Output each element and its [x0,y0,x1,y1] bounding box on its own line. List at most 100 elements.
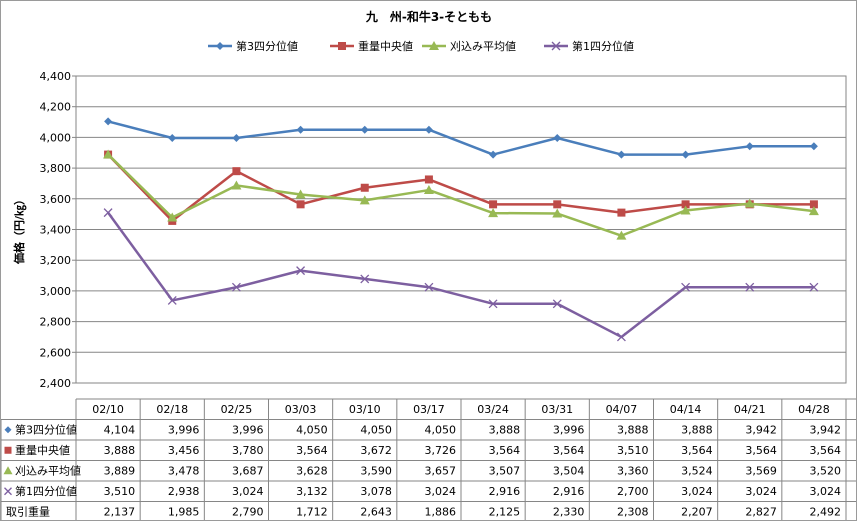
legend-label: 第3四分位値 [236,39,298,53]
legend-item-2: 重量中央値 [330,39,413,53]
marker-triangle [167,212,178,222]
table-cell: 3,672 [360,444,392,457]
table-cell: 3,888 [681,424,713,437]
marker-x [231,282,241,292]
marker-square [553,200,562,209]
marker-diamond [216,42,224,50]
x-category-label: 02/10 [92,403,124,416]
table-cell: 3,507 [489,465,521,478]
table-cell: 1,985 [168,506,200,519]
table-row-label: 重量中央値 [15,443,70,457]
marker-triangle [359,195,370,205]
marker-square [681,200,690,209]
y-tick-label: 3,000 [40,285,72,298]
marker-x-stroke [681,282,691,292]
x-category-label: 04/14 [670,403,702,416]
marker-x [167,295,177,305]
series-line [107,153,814,223]
y-tick-label: 2,800 [40,316,72,329]
series-line [107,153,815,237]
marker-x [551,41,561,51]
table-cell: 2,125 [489,506,521,519]
table-cell: 3,996 [553,424,585,437]
table-cell: 3,024 [425,485,457,498]
y-tick-label: 3,800 [40,162,72,175]
marker-diamond [617,150,626,159]
table-cell: 3,942 [810,424,842,437]
y-tick-label: 2,600 [40,346,72,359]
marker-square [4,446,12,454]
table-cell: 4,050 [296,424,328,437]
table-cell: 3,520 [810,465,842,478]
legend-label: 刈込み平均値 [450,40,516,53]
legend-item-4: 第1四分位値 [544,39,634,53]
table-cell: 2,700 [617,485,649,498]
table-cell: 4,050 [360,424,392,437]
series-line [107,211,814,339]
table-cell: 2,492 [810,506,842,519]
table-cell: 3,590 [360,465,392,478]
x-category-label: 04/21 [734,403,766,416]
marker-triangle [744,198,755,208]
table-cell: 2,643 [360,506,392,519]
marker-square [232,167,241,176]
marker-diamond [745,142,754,151]
marker-triangle [3,466,13,475]
table-cell: 3,657 [425,465,457,478]
table-row-label: 第3四分位値 [15,423,77,437]
marker-diamond [681,150,690,159]
table-cell: 3,132 [296,485,328,498]
x-category-label: 03/24 [477,403,509,416]
legend-item-3: 刈込み平均値 [422,40,516,53]
marker-x-stroke [745,282,755,292]
marker-triangle [231,180,242,190]
marker-x-stroke [360,274,370,284]
table-cell: 2,916 [489,485,521,498]
marker-triangle [488,208,499,218]
chart-title: 九 州-和牛3-そともも [365,9,492,24]
marker-triangle [295,189,306,199]
marker-diamond [4,426,12,434]
table-cell: 3,996 [232,424,264,437]
table-cell: 3,942 [745,424,777,437]
legend-label: 第1四分位値 [572,39,634,53]
table-cell: 3,510 [617,444,649,457]
marker-x [4,487,12,496]
marker-x-stroke [103,208,113,218]
marker-x-stroke [809,282,819,292]
x-category-label: 03/10 [349,403,381,416]
table-cell: 2,137 [104,506,136,519]
table-cell: 3,510 [104,485,136,498]
marker-diamond [424,125,433,134]
marker-square [809,200,818,209]
table-cell: 3,888 [617,424,649,437]
x-category-label: 02/18 [156,403,188,416]
table-row-label: 取引重量 [6,505,50,519]
series-3 [103,149,819,240]
marker-square [338,42,346,50]
table-cell: 3,478 [168,465,200,478]
marker-square [424,175,433,184]
table-cell: 3,889 [104,465,136,478]
marker-triangle [423,185,434,195]
marker-x-stroke [167,295,177,305]
marker-diamond [360,125,369,134]
marker-x [488,299,498,309]
table-cell: 4,104 [104,424,136,437]
y-tick-label: 2,400 [40,377,72,390]
marker-triangle [616,230,627,240]
marker-triangle [680,205,691,215]
table-cell: 3,024 [810,485,842,498]
marker-triangle [552,208,563,218]
series-1 [104,117,818,159]
marker-x-stroke [4,487,12,496]
table-cell: 1,886 [425,506,457,519]
marker-x [681,282,691,292]
y-tick-label: 4,400 [40,70,72,83]
marker-diamond [168,134,177,143]
marker-square [296,200,305,209]
table-row-label: 第1四分位値 [15,484,77,498]
marker-x-stroke [488,299,498,309]
table-cell: 3,524 [681,465,713,478]
table-cell: 3,628 [296,465,328,478]
